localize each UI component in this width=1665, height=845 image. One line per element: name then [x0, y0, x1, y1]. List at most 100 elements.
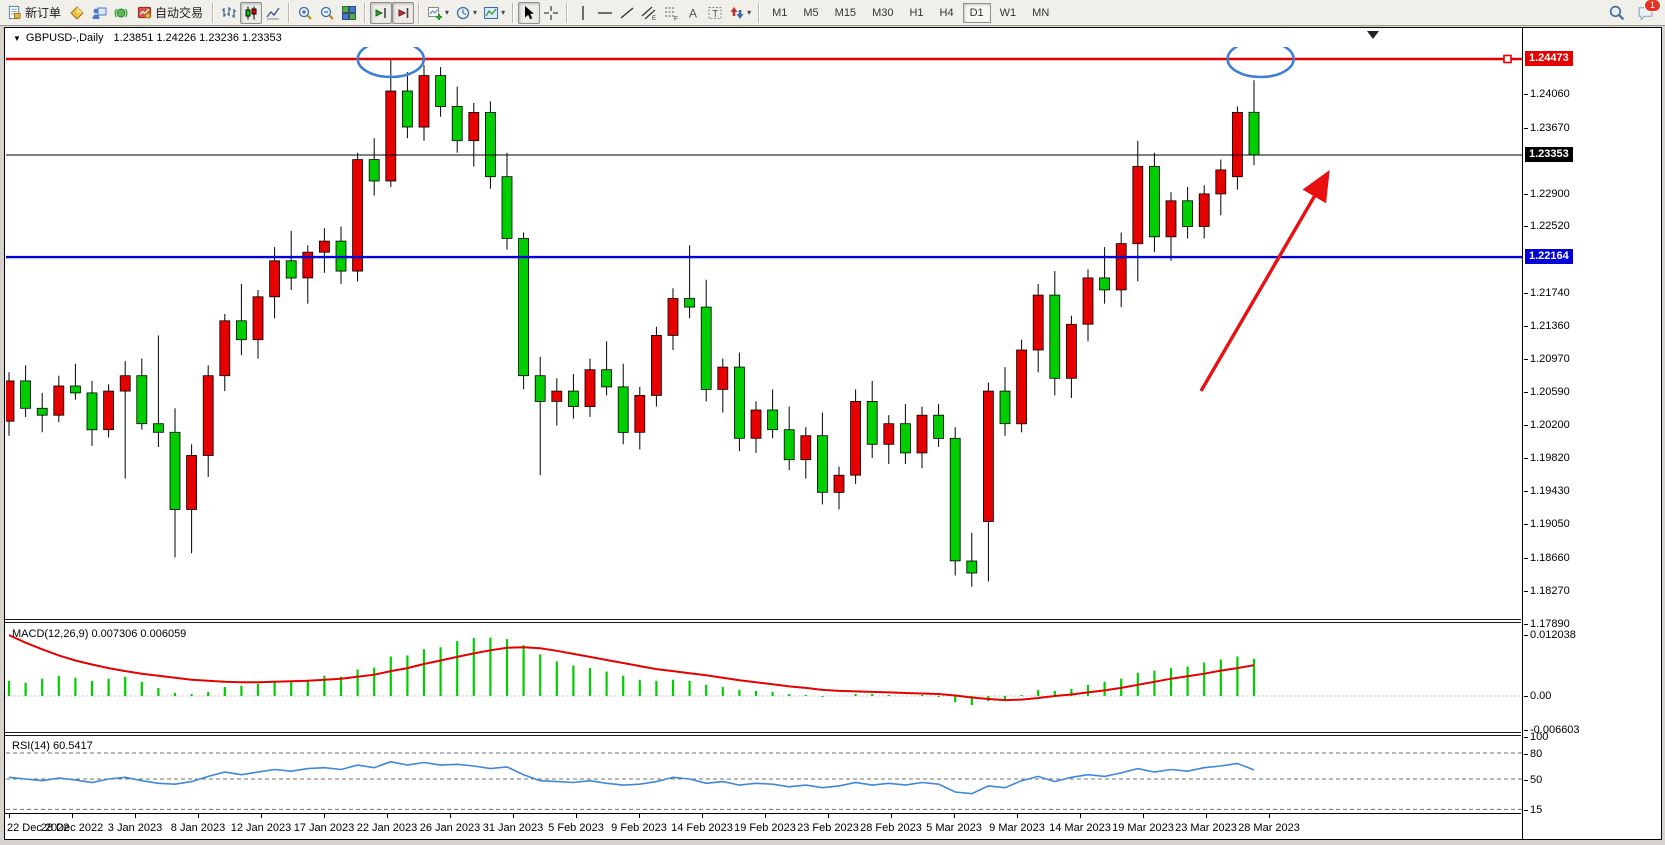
collapse-triangle-icon[interactable]: ▼ — [13, 33, 21, 43]
zoom-in-button[interactable] — [294, 2, 316, 24]
date-tick — [1206, 814, 1207, 818]
price-tick-label: 1.20200 — [1524, 419, 1570, 431]
zoom-out-icon — [319, 5, 335, 21]
bar-chart-icon — [221, 5, 237, 21]
price-tick-label: 1.19430 — [1524, 485, 1570, 497]
chart-shift-marker[interactable] — [1367, 31, 1379, 39]
date-tick — [639, 814, 640, 818]
price-tick-label: 1.20590 — [1524, 386, 1570, 398]
template-icon — [483, 5, 499, 21]
macd-scale-label: 0.00 — [1523, 690, 1552, 702]
market-diamond-button[interactable] — [66, 2, 88, 24]
trendline-button[interactable] — [616, 2, 638, 24]
price-tick-label: 1.18660 — [1524, 552, 1570, 564]
indicators-add-icon — [427, 5, 443, 21]
toolbar-separator — [288, 2, 291, 23]
toolbar-separator — [758, 2, 761, 23]
timeframe-button-h1[interactable]: H1 — [909, 6, 924, 19]
timeframe-button-d1[interactable]: D1 — [962, 2, 991, 23]
text-icon: A — [685, 5, 701, 21]
date-tick-label: 9 Mar 2023 — [989, 822, 1045, 834]
price-tick-label: 1.20970 — [1524, 353, 1570, 365]
rsi-line — [8, 760, 1255, 795]
macd-label: MACD(12,26,9) 0.007306 0.006059 — [12, 628, 187, 640]
panel-splitter[interactable] — [5, 732, 1521, 736]
date-tick-label: 5 Mar 2023 — [926, 822, 982, 834]
highlight-ellipse — [356, 47, 426, 79]
line-chart-icon — [265, 5, 281, 21]
date-tick-label: 3 Jan 2023 — [107, 822, 163, 834]
date-axis[interactable]: 22 Dec 2022 28 Dec 2022 3 Jan 2023 8 Jan 20… — [5, 814, 1521, 839]
date-tick — [324, 814, 325, 818]
toolbar-separator — [418, 2, 421, 23]
text-button[interactable]: A — [682, 2, 704, 24]
toolbar-separator — [512, 2, 515, 23]
date-tick-label: 28 Feb 2023 — [860, 822, 922, 834]
macd-panel[interactable] — [6, 623, 1522, 732]
rsi-panel[interactable] — [6, 736, 1522, 813]
templates-button[interactable]: ▾ — [480, 2, 508, 24]
horizontal-line-icon — [597, 5, 613, 21]
vertical-line-button[interactable] — [572, 2, 594, 24]
date-tick-label: 23 Feb 2023 — [797, 822, 859, 834]
price-axis[interactable]: 1.24060 1.23670 1.22900 1.22520 1.21740 1.213… — [1522, 28, 1661, 839]
candlestick-chart-button[interactable] — [240, 1, 263, 24]
bar-chart-button[interactable] — [218, 2, 240, 24]
arrows-shapes-icon — [729, 5, 745, 21]
rsi-scale-label: 80 — [1523, 748, 1543, 760]
arrows-button[interactable]: ▾ — [726, 2, 754, 24]
date-tick-label: 31 Jan 2023 — [482, 822, 544, 834]
rsi-label: RSI(14) 60.5417 — [12, 740, 93, 752]
main-toolbar: 新订单 自动交易 ▾ ▾ ▾ E F A T ▾ M1 M5 M15 M30 H1 H4 D… — [0, 0, 1665, 26]
new-order-button[interactable]: 新订单 — [2, 2, 66, 24]
horizontal-line-button[interactable] — [594, 2, 616, 24]
crosshair-icon — [543, 5, 559, 21]
dropdown-caret: ▾ — [747, 8, 752, 17]
indicators-button[interactable]: ▾ — [424, 2, 452, 24]
macd-scale-label: 0.012038 — [1524, 629, 1576, 641]
community-button[interactable] — [88, 2, 110, 24]
search-button[interactable] — [1605, 2, 1628, 24]
timeframe-button-mn[interactable]: MN — [1032, 6, 1050, 19]
chart-title-row: ▼ GBPUSD-,Daily 1.23851 1.24226 1.23236 … — [13, 30, 282, 46]
timeframe-button-h4[interactable]: H4 — [939, 6, 954, 19]
timeframe-button-m15[interactable]: M15 — [834, 6, 857, 19]
fibonacci-button[interactable]: F — [660, 2, 682, 24]
timeframe-button-m30[interactable]: M30 — [872, 6, 894, 19]
date-axis-separator — [5, 813, 1521, 814]
tile-windows-button[interactable] — [338, 2, 360, 24]
equidistant-channel-icon: E — [641, 5, 657, 21]
timeframe-button-m5[interactable]: M5 — [803, 6, 819, 19]
channel-button[interactable]: E — [638, 2, 660, 24]
timeframe-button-m1[interactable]: M1 — [772, 6, 788, 19]
new-order-icon — [7, 5, 22, 20]
current-price-box: 1.23353 — [1525, 147, 1573, 162]
resistance-line-handle — [1503, 54, 1512, 64]
price-tick-label: 1.24060 — [1524, 88, 1570, 100]
auto-trading-button[interactable]: 自动交易 — [132, 2, 208, 24]
date-tick-label: 14 Feb 2023 — [671, 822, 733, 834]
new-order-label: 新订单 — [25, 6, 62, 20]
date-tick-label: 19 Mar 2023 — [1112, 822, 1174, 834]
periods-button[interactable]: ▾ — [452, 2, 480, 24]
macd-scale-label: -0.006603 — [1524, 724, 1580, 736]
candles-layer — [6, 59, 1260, 587]
auto-scroll-button[interactable] — [370, 1, 393, 24]
auto-trading-label: 自动交易 — [155, 6, 204, 20]
main-chart[interactable] — [6, 47, 1522, 619]
highlight-ellipse — [1226, 47, 1295, 79]
crosshair-button[interactable] — [540, 2, 562, 24]
dropdown-caret: ▾ — [445, 8, 450, 17]
cursor-button[interactable] — [518, 1, 541, 24]
panel-splitter[interactable] — [5, 619, 1521, 623]
line-chart-button[interactable] — [262, 2, 284, 24]
notifications-button[interactable]: 1 — [1634, 0, 1661, 24]
text-label-button[interactable]: T — [704, 2, 726, 24]
date-tick — [513, 814, 514, 818]
resistance-price-box: 1.24473 — [1525, 51, 1573, 66]
zoom-out-button[interactable] — [316, 2, 338, 24]
chart-window: ▼ GBPUSD-,Daily 1.23851 1.24226 1.23236 … — [4, 27, 1662, 840]
timeframe-button-w1[interactable]: W1 — [999, 6, 1017, 19]
chart-shift-button[interactable] — [392, 1, 415, 24]
signals-button[interactable] — [110, 2, 132, 24]
